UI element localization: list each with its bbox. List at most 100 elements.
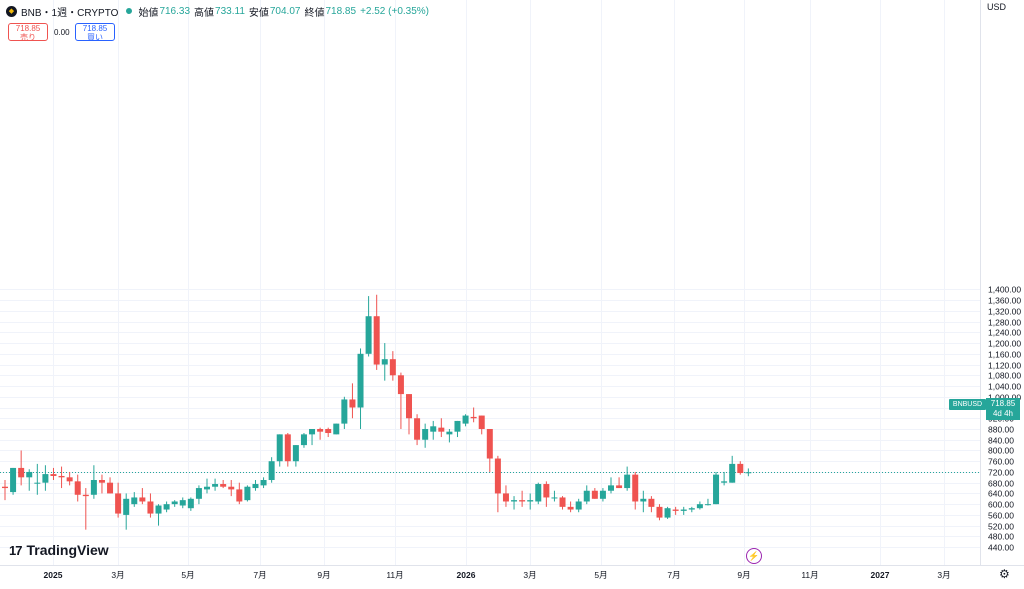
- candle-body: [599, 490, 606, 499]
- candle-body: [82, 494, 89, 497]
- candle-body: [163, 504, 170, 510]
- candle: [309, 428, 316, 446]
- candle-body: [212, 484, 219, 487]
- candle-body: [123, 498, 130, 515]
- candle: [729, 455, 736, 483]
- candle: [478, 415, 485, 435]
- candle: [2, 480, 8, 501]
- buy-button[interactable]: 718.85 買い: [75, 23, 115, 42]
- candle: [543, 481, 550, 507]
- candle-body: [575, 501, 582, 510]
- x-tick-label: 9月: [317, 570, 330, 580]
- candle: [195, 485, 202, 505]
- candle-body: [648, 498, 655, 507]
- x-tick-label: 3月: [523, 570, 536, 580]
- candle-body: [357, 353, 364, 408]
- candle: [179, 497, 186, 509]
- candle-body: [260, 480, 267, 486]
- buy-label: 買い: [87, 33, 103, 42]
- candle-body: [470, 416, 477, 419]
- tradingview-logo[interactable]: 17 TradingView: [9, 541, 109, 559]
- x-tick-label: 3月: [111, 570, 124, 580]
- y-tick-label: 1,040.00: [988, 382, 1021, 392]
- candle-body: [341, 399, 348, 424]
- candle-body: [608, 485, 614, 491]
- candle: [462, 414, 469, 427]
- lightning-icon[interactable]: ⚡: [746, 548, 762, 564]
- candle: [66, 471, 73, 486]
- candle: [244, 485, 251, 502]
- candle-body: [50, 474, 57, 476]
- candle: [58, 466, 65, 489]
- candle-body: [90, 480, 97, 495]
- change-value: +2.52 (+0.35%): [360, 5, 429, 17]
- candle: [608, 477, 614, 494]
- candle: [147, 493, 154, 518]
- candle: [123, 493, 130, 530]
- candle: [317, 427, 324, 440]
- tradingview-logo-icon: 17: [9, 542, 23, 558]
- candle-body: [26, 471, 33, 478]
- candle: [672, 506, 679, 515]
- y-tick-label: 1,120.00: [988, 361, 1021, 371]
- x-tick-label: 9月: [737, 570, 750, 580]
- candle: [664, 506, 671, 519]
- time-axis[interactable]: 2025 3月 5月 7月 9月 11月 2026 3月 5月 7月 9月 11月 2027 3月: [44, 570, 951, 580]
- high-label: 高値: [194, 7, 215, 19]
- x-tick-label: 11月: [801, 570, 818, 580]
- candle-body: [284, 434, 291, 462]
- market-status-dot-icon[interactable]: [126, 8, 133, 14]
- candle-series[interactable]: [2, 294, 752, 530]
- y-tick-label: 1,400.00: [988, 285, 1021, 295]
- candle-body: [583, 490, 590, 502]
- candle: [656, 504, 663, 521]
- candle: [325, 427, 332, 438]
- bnb-coin-icon[interactable]: ◆: [6, 5, 17, 17]
- candle-body: [147, 501, 154, 514]
- x-tick-label: 5月: [181, 570, 194, 580]
- y-tick-label: 600.00: [988, 500, 1014, 510]
- y-tick-label: 880.00: [988, 425, 1014, 435]
- y-tick-label: 1,200.00: [988, 339, 1021, 349]
- y-tick-label: 1,320.00: [988, 307, 1021, 317]
- candle: [486, 428, 493, 472]
- candle-body: [74, 481, 81, 495]
- symbol-title[interactable]: BNB・1週・CRYPTO: [21, 7, 119, 19]
- gear-icon[interactable]: ⚙: [999, 567, 1010, 581]
- low-label: 安値: [248, 7, 269, 19]
- x-tick-label: 3月: [937, 570, 950, 580]
- y-tick-label: 1,240.00: [988, 328, 1021, 338]
- candle: [519, 490, 526, 507]
- candle: [107, 477, 114, 494]
- y-tick-label: 840.00: [988, 436, 1014, 446]
- currency-selector[interactable]: USD: [987, 2, 1007, 12]
- candle: [430, 420, 437, 440]
- candle-body: [171, 501, 178, 505]
- candle-body: [713, 474, 720, 505]
- candle: [365, 296, 372, 357]
- candle-body: [559, 497, 566, 507]
- candle-body: [107, 482, 114, 494]
- brand-name: TradingView: [26, 542, 109, 558]
- candle: [583, 485, 590, 505]
- candle: [397, 372, 404, 429]
- candle-body: [58, 475, 65, 478]
- candle-body: [640, 498, 647, 502]
- y-tick-label: 800.00: [988, 446, 1014, 456]
- sell-button[interactable]: 718.85 売り: [8, 23, 48, 42]
- candle: [422, 423, 429, 448]
- candle-body: [632, 474, 639, 502]
- last-price-tag: 718.85 4d 4h: [986, 398, 1020, 420]
- close-label: 終値: [304, 7, 325, 19]
- close-value: 718.85: [325, 5, 357, 17]
- candle-body: [551, 497, 558, 499]
- candle-body: [18, 467, 25, 478]
- candle-body: [268, 461, 275, 481]
- candle: [745, 468, 752, 477]
- candle-body: [672, 509, 679, 511]
- candle: [454, 420, 461, 438]
- candle: [535, 482, 542, 505]
- candle-body: [446, 431, 453, 435]
- sell-price: 718.85: [15, 24, 41, 33]
